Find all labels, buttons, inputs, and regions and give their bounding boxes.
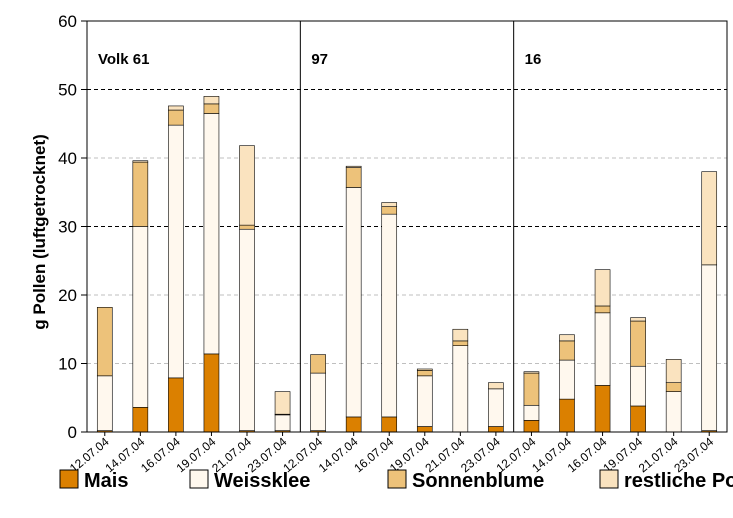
legend-swatch (599, 469, 619, 489)
bar-segment (345, 167, 362, 188)
bar-segment (96, 307, 113, 377)
bar-segment (559, 334, 575, 342)
bar-segment (665, 359, 682, 383)
bar-segment (630, 320, 646, 367)
gridlines (87, 89, 727, 364)
bar-segment (488, 388, 504, 427)
bar-segment (594, 385, 611, 433)
bar-segment (452, 340, 469, 346)
bar-segment (345, 187, 362, 418)
bar-segment (523, 420, 540, 433)
legend-swatch (387, 469, 407, 489)
bar-segment (594, 312, 611, 386)
bar-segment (488, 426, 504, 433)
bar-segment (239, 224, 255, 230)
bar-segment (523, 372, 540, 406)
bar-segment (594, 305, 611, 314)
bar-segment (416, 375, 433, 427)
bar-segment (203, 353, 220, 433)
bar-segment (132, 160, 149, 163)
legend: Mais Weissklee Sonnenblume restliche Pollen (59, 469, 733, 492)
legend-label: Weissklee (214, 470, 310, 492)
bar-segment (381, 202, 398, 207)
bar-segment (630, 405, 646, 433)
bar-segment (559, 340, 575, 361)
bar-segment (168, 105, 184, 111)
y-axis-label: g Pollen (luftgetrocknet) (30, 134, 49, 330)
bar-segment (168, 124, 184, 379)
bar-segment (630, 317, 646, 322)
bar-segment (488, 382, 504, 390)
bar-segment (310, 354, 326, 374)
bar-segment (203, 96, 220, 105)
legend-swatch (59, 469, 79, 489)
y-tick-label: 20 (58, 286, 77, 305)
y-tick-label: 10 (58, 355, 77, 374)
y-tick-label: 40 (58, 149, 77, 168)
bar-segment (132, 407, 149, 433)
bar-segment (345, 165, 362, 168)
bar-segment (310, 372, 326, 431)
bar-segment (239, 145, 255, 226)
y-tick-label: 0 (68, 423, 77, 442)
bar-segment (381, 206, 398, 215)
bar-segment (594, 269, 611, 307)
bar-segment (203, 103, 220, 114)
bar-segment (416, 370, 433, 377)
bar-segment (559, 398, 575, 433)
y-tick-label: 50 (58, 81, 77, 100)
bar-segment (274, 391, 291, 415)
bar-segment (701, 171, 718, 266)
bar-segment (96, 375, 113, 431)
bar-segment (203, 113, 220, 355)
bar-segment (630, 365, 646, 407)
y-tick-label: 30 (58, 218, 77, 237)
legend-label: Mais (84, 470, 128, 492)
bar-segment (665, 382, 682, 392)
bar-segment (345, 416, 362, 433)
bar-segment (701, 264, 718, 431)
legend-label: restliche Pollen (624, 470, 733, 492)
bar-segment (168, 377, 184, 433)
panel-label: 97 (311, 51, 328, 68)
bar-segment (132, 161, 149, 227)
bar-segment (523, 404, 540, 421)
bar-segment (416, 368, 433, 371)
bar-segment (274, 414, 291, 431)
bar-segment (452, 345, 469, 433)
legend-swatch (189, 469, 209, 489)
bar-segment (559, 359, 575, 400)
bar-segment (168, 109, 184, 126)
panel-label: Volk 61 (98, 51, 149, 68)
bar-segment (132, 226, 149, 408)
bar-segment (381, 213, 398, 418)
bar-segment (452, 328, 469, 342)
bar-segment (665, 391, 682, 433)
legend-label: Sonnenblume (412, 470, 544, 492)
y-tick-label: 60 (58, 12, 77, 31)
bar-segment (416, 426, 433, 433)
panel-label: 16 (525, 51, 542, 68)
bar-segment (381, 416, 398, 433)
bar-segment (239, 228, 255, 431)
bars (96, 96, 718, 433)
bar-segment (523, 371, 540, 374)
